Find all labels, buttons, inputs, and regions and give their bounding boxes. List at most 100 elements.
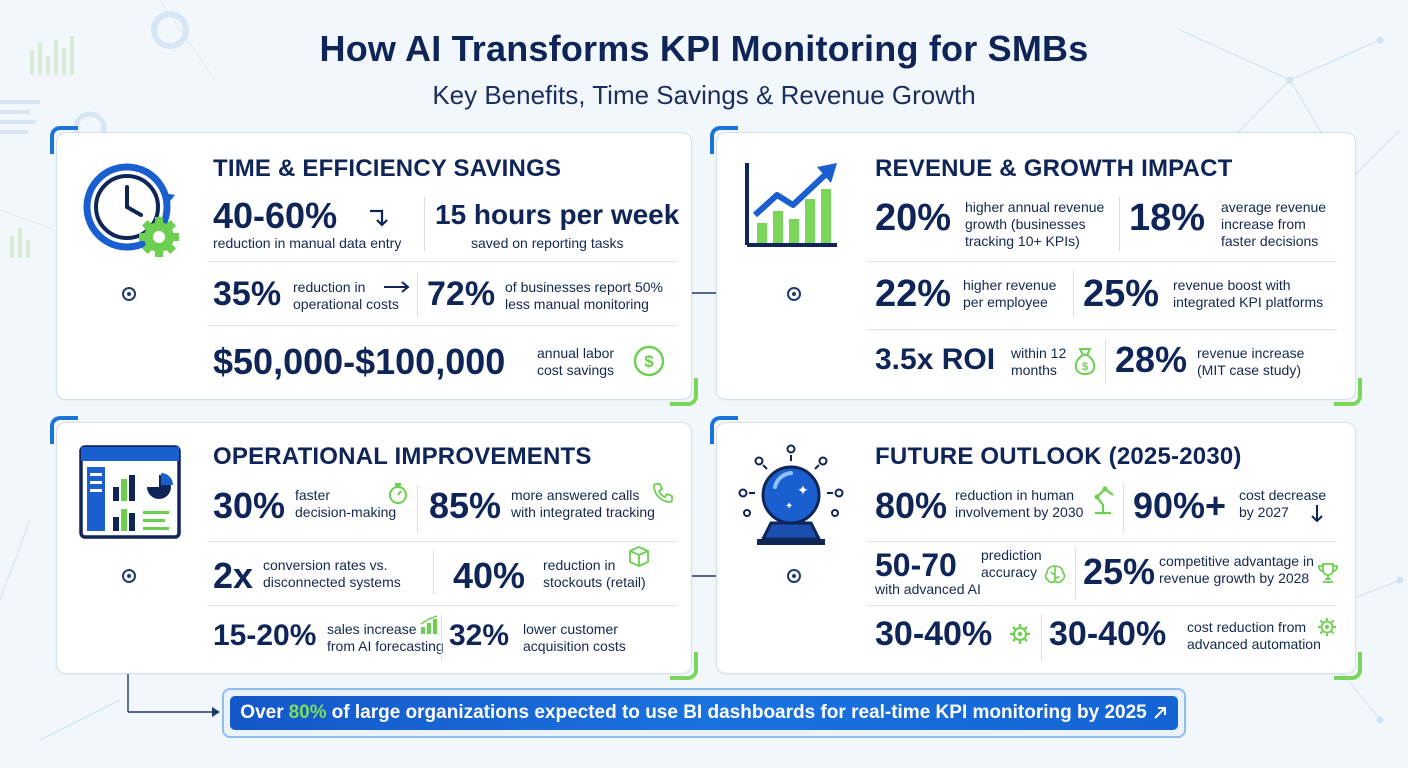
stopwatch-icon <box>389 483 407 504</box>
summary-banner: Over 80% of large organizations expected… <box>222 688 1186 738</box>
stat-value: 80% <box>875 485 948 526</box>
stat-label-line: disconnected systems <box>263 574 401 590</box>
divider <box>1041 615 1042 661</box>
stat-label-line: lower customer <box>523 621 618 637</box>
connector-node <box>122 569 136 583</box>
stat-label-line: per employee <box>963 294 1048 310</box>
stat-value: 32% <box>449 619 510 652</box>
clock-gear-icon <box>83 163 179 257</box>
stat-label-line: with integrated tracking <box>511 504 655 520</box>
trophy-icon <box>1318 563 1338 583</box>
divider <box>433 551 434 595</box>
stat-label-line: tracking 10+ KPIs) <box>965 233 1080 249</box>
stat-label-line: annual labor <box>537 345 615 361</box>
stat-value: 25% <box>1083 551 1156 592</box>
banner-text: of large organizations expected to use B… <box>331 702 1147 723</box>
stat-value: 35% <box>213 275 282 313</box>
stat-value: 28% <box>1115 339 1188 380</box>
stat-value: 15 hours per week <box>435 199 680 230</box>
stat-label-line: revenue increase <box>1197 345 1305 361</box>
stat-value: 3.5x ROI <box>875 343 996 376</box>
crystal-ball-icon: ✦ ✦ <box>738 444 844 545</box>
stat-label-line: increase from <box>1221 216 1306 232</box>
stat-value: $50,000-$100,000 <box>213 341 506 382</box>
stat-label-line: by 2027 <box>1239 504 1289 520</box>
stat-label-line: stockouts (retail) <box>543 574 646 590</box>
stat-label-line: more answered calls <box>511 487 640 503</box>
stat-label-line: average revenue <box>1221 199 1327 215</box>
svg-text:✦: ✦ <box>785 501 793 512</box>
page-subtitle: Key Benefits, Time Savings & Revenue Gro… <box>432 80 976 110</box>
connector-node <box>122 287 136 301</box>
stat-label-line: operational costs <box>293 296 399 312</box>
divider <box>207 325 677 326</box>
arrow-up-right-icon <box>1153 707 1166 719</box>
stat-label-line: accuracy <box>981 564 1038 580</box>
corner-accent <box>670 652 698 680</box>
growth-chart-icon <box>745 163 837 247</box>
stat-label-line: advanced automation <box>1187 636 1321 652</box>
divider <box>424 197 425 251</box>
divider <box>867 329 1337 330</box>
arrow-down-icon <box>1311 505 1323 523</box>
svg-text:$: $ <box>644 352 654 371</box>
stat-sublabel: with advanced AI <box>875 581 981 597</box>
panel-title: REVENUE & GROWTH IMPACT <box>875 155 1233 182</box>
dashboard-window-icon <box>79 445 181 539</box>
panel-title: TIME & EFFICIENCY SAVINGS <box>213 155 562 182</box>
corner-accent <box>670 378 698 406</box>
divider <box>867 541 1337 542</box>
gear-icon <box>1010 624 1030 644</box>
stat-label-line: revenue growth by 2028 <box>1159 570 1310 586</box>
stat-label-line: competitive advantage in <box>1159 553 1314 569</box>
stat-value: 40-60% <box>213 195 338 236</box>
stat-label-line: (MIT case study) <box>1197 362 1301 378</box>
stat-value: 90%+ <box>1133 485 1227 526</box>
stat-label-line: reduction in <box>293 279 366 295</box>
stat-value: 40% <box>453 555 526 596</box>
revenue-growth-panel: REVENUE & GROWTH IMPACT 20% higher annua… <box>710 126 1362 406</box>
stat-value: 18% <box>1129 197 1206 239</box>
bar-chart-icon <box>420 615 438 634</box>
divider <box>867 261 1337 262</box>
corner-accent <box>710 416 738 444</box>
banner-highlight: 80% <box>288 702 327 723</box>
robot-arm-icon <box>1094 486 1114 515</box>
stat-label-line: higher annual revenue <box>965 199 1105 215</box>
stat-label-line: of businesses report 50% <box>505 279 663 295</box>
divider <box>441 615 442 661</box>
stat-label-line: involvement by 2030 <box>955 504 1084 520</box>
stat-value: 85% <box>429 485 502 526</box>
stat-label-line: faster <box>295 487 331 503</box>
stat-value: 30-40% <box>1049 615 1167 653</box>
divider <box>207 605 677 606</box>
stat-label-line: sales increase <box>327 621 417 637</box>
stat-label-line: prediction <box>981 547 1042 563</box>
page-title: How AI Transforms KPI Monitoring for SMB… <box>319 28 1089 69</box>
stat-label-line: acquisition costs <box>523 638 626 654</box>
stat-label-line: from AI forecasting <box>327 638 444 654</box>
stat-label: saved on reporting tasks <box>471 235 624 251</box>
arrow-right-icon <box>384 281 410 293</box>
stat-label-line: higher revenue <box>963 277 1057 293</box>
brain-icon <box>1044 565 1066 584</box>
stat-label-line: cost reduction from <box>1187 619 1307 635</box>
stat-label-line: within 12 <box>1011 345 1067 361</box>
stat-value: 50-70 <box>875 547 957 583</box>
connector-node <box>787 287 801 301</box>
stat-label-line: reduction in <box>543 557 616 573</box>
divider <box>1073 271 1074 317</box>
stat-value: 20% <box>875 197 952 239</box>
svg-text:✦: ✦ <box>797 483 809 499</box>
divider <box>1105 339 1106 383</box>
stat-label-line: less manual monitoring <box>505 296 649 312</box>
corner-accent <box>710 126 738 154</box>
banner-prefix: Over <box>240 702 284 723</box>
arrow-down-right-icon <box>370 209 388 227</box>
stat-value: 15-20% <box>213 619 317 652</box>
corner-accent <box>50 126 78 154</box>
divider <box>1075 547 1076 599</box>
stat-label-line: integrated KPI platforms <box>1173 294 1324 310</box>
panel-title: FUTURE OUTLOOK (2025-2030) <box>875 443 1242 470</box>
stat-label-line: cost decrease <box>1239 487 1327 503</box>
